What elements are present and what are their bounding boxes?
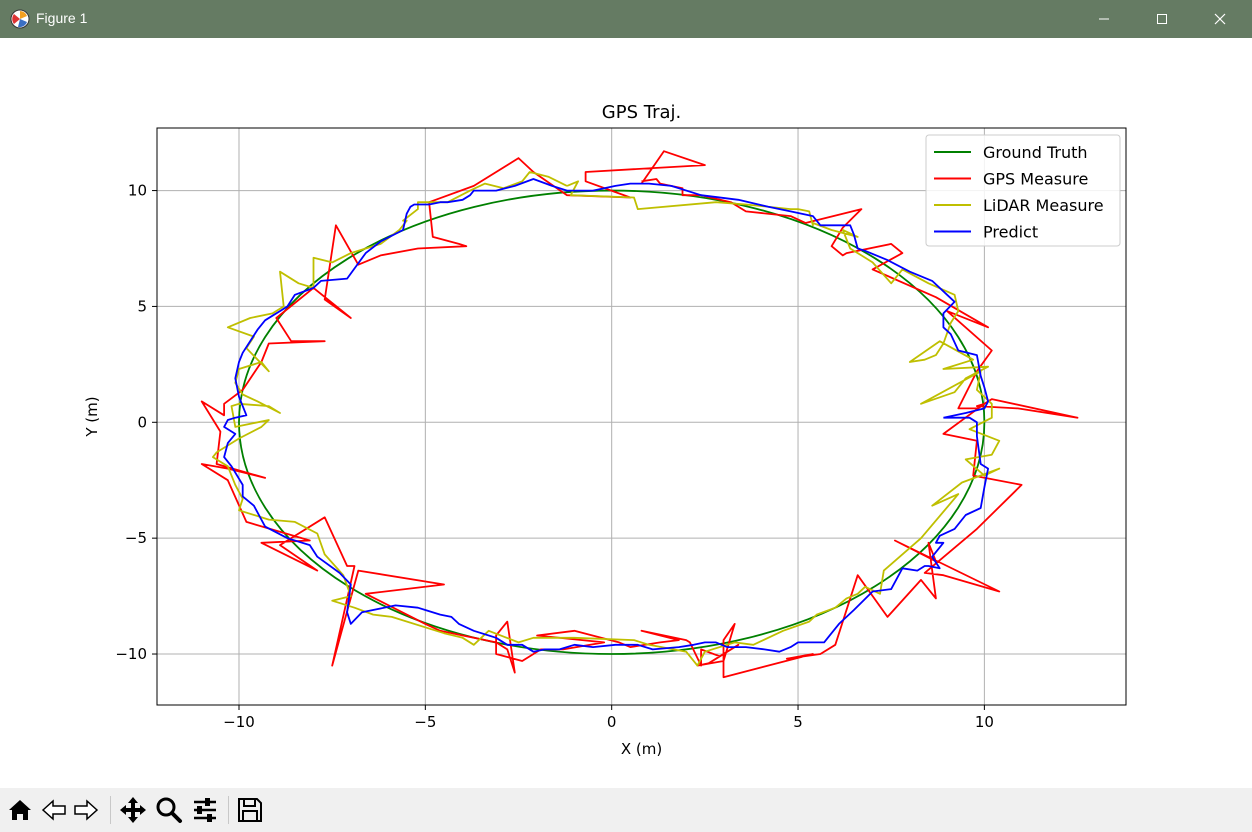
matplotlib-app-icon <box>9 8 31 30</box>
x-tick-label: −5 <box>414 713 436 731</box>
pan-button[interactable] <box>117 794 149 826</box>
forward-icon <box>74 799 99 821</box>
close-button[interactable] <box>1191 0 1249 38</box>
x-axis-label: X (m) <box>621 740 662 758</box>
configure-subplots-icon <box>194 798 216 822</box>
configure-subplots-button[interactable] <box>189 794 221 826</box>
toolbar-separator <box>110 796 111 824</box>
forward-button[interactable] <box>70 794 102 826</box>
series-predict-line <box>223 178 989 653</box>
save-icon <box>238 798 262 822</box>
home-button[interactable] <box>4 794 36 826</box>
x-tick-label: −10 <box>223 713 255 731</box>
chart-svg: −10 −5 0 5 10 −10 −5 0 5 10 GPS Traj. X (m) Y (m) Gro… <box>83 102 1127 758</box>
close-icon <box>1214 13 1226 25</box>
y-tick-label: −5 <box>125 529 147 547</box>
y-tick-label: 10 <box>128 182 147 200</box>
y-tick-label: −10 <box>115 645 147 663</box>
legend-label: Ground Truth <box>983 143 1088 162</box>
zoom-icon <box>156 797 182 823</box>
series-lidar-measure-line <box>211 171 1001 667</box>
y-axis-label: Y (m) <box>83 396 101 437</box>
legend-box <box>925 134 1121 247</box>
legend-label: GPS Measure <box>983 170 1088 189</box>
series-gps-measure-line <box>200 150 1079 679</box>
x-tick-label: 10 <box>975 713 994 731</box>
zoom-button[interactable] <box>153 794 185 826</box>
y-tick-label: 5 <box>137 297 147 315</box>
pan-icon <box>120 797 146 823</box>
maximize-icon <box>1157 14 1167 24</box>
back-button[interactable] <box>38 794 70 826</box>
legend-label: Predict <box>983 223 1038 242</box>
figure-canvas[interactable]: −10 −5 0 5 10 −10 −5 0 5 10 GPS Traj. X (m) Y (m) Gro… <box>1 38 1251 788</box>
navigation-toolbar <box>0 788 1252 832</box>
maximize-button[interactable] <box>1133 0 1191 38</box>
back-icon <box>41 799 66 821</box>
y-tick-label: 0 <box>137 413 147 431</box>
minimize-icon <box>1099 18 1109 20</box>
title-bar: Figure 1 <box>0 0 1252 38</box>
x-tick-label: 5 <box>793 713 803 731</box>
home-icon <box>9 800 31 820</box>
axes-frame <box>156 127 1127 706</box>
window-title: Figure 1 <box>36 10 88 26</box>
toolbar-separator <box>228 796 229 824</box>
chart-title: GPS Traj. <box>602 102 681 123</box>
minimize-button[interactable] <box>1075 0 1133 38</box>
x-tick-label: 0 <box>607 713 617 731</box>
legend-label: LiDAR Measure <box>983 196 1104 215</box>
save-button[interactable] <box>234 794 266 826</box>
